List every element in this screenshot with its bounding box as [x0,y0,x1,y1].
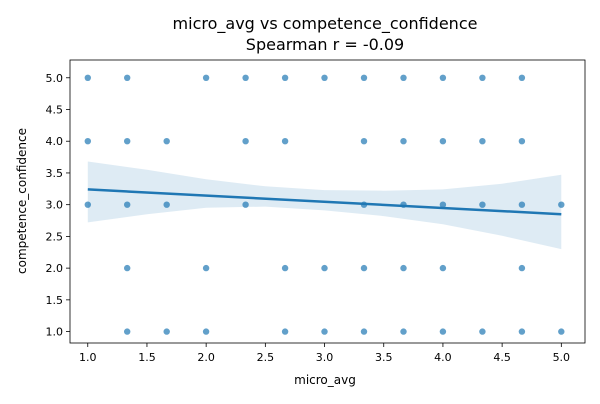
data-point [84,201,92,208]
data-point [479,201,486,208]
x-axis-ticks: 1.0 1.5 2.0 2.5 3.0 3.5 4.0 4.5 5.0 [79,343,570,364]
data-point [281,264,289,272]
y-tick-label: 3.5 [46,167,64,180]
data-point [321,264,328,272]
data-point [281,328,289,335]
y-tick-label: 4.5 [46,103,64,116]
data-point [242,138,249,145]
data-point [439,328,447,335]
data-point [242,74,249,82]
chart-title: micro_avg vs competence_confidence [173,14,478,34]
confidence-band-layer [87,161,562,250]
data-point [479,74,486,82]
data-point [163,201,170,208]
x-tick-label: 2.5 [257,351,275,364]
data-point [518,138,526,145]
data-point [400,328,407,335]
data-point [558,201,565,208]
data-point [124,328,131,335]
y-tick-label: 1.0 [46,326,64,339]
y-axis-label: competence_confidence [15,128,29,274]
data-point [518,201,526,208]
data-point [281,138,289,145]
points-layer [84,74,565,335]
plot-area-frame [69,59,586,344]
data-point [124,264,131,272]
data-point [202,328,210,335]
data-point [84,138,92,145]
y-tick-label: 3.0 [46,199,64,212]
regression-line-layer [87,188,562,216]
y-tick-label: 5.0 [46,72,64,85]
data-point [439,74,447,82]
regression-line [87,188,562,216]
x-tick-label: 2.0 [197,351,215,364]
data-point [124,138,131,145]
data-point [558,328,565,335]
y-tick-label: 2.0 [46,262,64,275]
data-point [281,74,289,82]
x-tick-label: 3.5 [375,351,393,364]
data-point [321,74,328,82]
data-point [479,328,486,335]
data-point [124,201,131,208]
data-point [518,264,526,272]
y-tick-label: 2.5 [46,230,64,243]
data-point [202,74,210,82]
chart-subtitle: Spearman r = -0.09 [246,35,404,54]
y-axis-ticks: 1.0 1.5 2.0 2.5 3.0 3.5 4.0 4.5 5.0 [46,72,70,339]
data-point [124,74,131,82]
data-point [163,328,170,335]
data-point [360,328,368,335]
y-tick-label: 4.0 [46,135,64,148]
x-tick-label: 1.0 [79,351,97,364]
data-point [321,328,328,335]
data-point [400,264,407,272]
data-point [242,201,249,208]
data-point [479,138,486,145]
data-point [439,138,447,145]
data-point [84,74,92,82]
data-point [360,138,368,145]
x-axis-label: micro_avg [294,373,356,387]
data-point [439,264,447,272]
data-point [518,74,526,82]
x-tick-label: 4.5 [493,351,511,364]
x-tick-label: 1.5 [138,351,156,364]
confidence-band [87,161,562,250]
data-point [202,264,210,272]
data-point [439,201,447,208]
data-point [400,138,407,145]
y-tick-label: 1.5 [46,294,64,307]
data-point [518,328,526,335]
data-point [400,74,407,82]
data-point [360,264,368,272]
x-tick-label: 3.0 [316,351,334,364]
data-point [163,138,170,145]
x-tick-label: 4.0 [434,351,452,364]
x-tick-label: 5.0 [553,351,571,364]
data-point [360,74,368,82]
